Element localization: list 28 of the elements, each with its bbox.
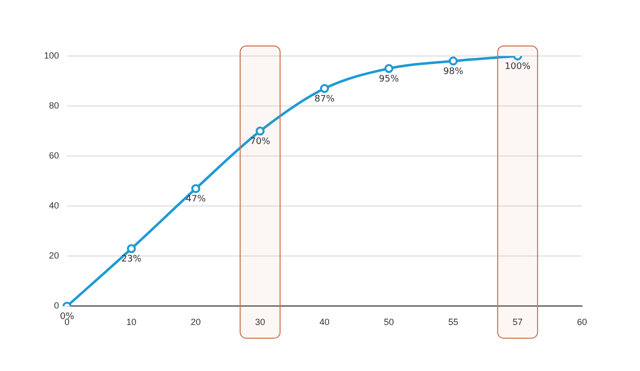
data-label: 70% <box>250 136 271 147</box>
y-tick-label: 100 <box>44 50 60 60</box>
x-tick-label: 20 <box>190 317 201 328</box>
point <box>256 126 265 136</box>
point <box>191 184 200 194</box>
y-tick-label: 20 <box>49 250 60 261</box>
x-tick-label: 50 <box>384 317 394 328</box>
x-tick-label: 30 <box>255 317 266 328</box>
x-tick-label: 55 <box>448 317 458 328</box>
data-label: 47% <box>186 194 206 204</box>
y-tick-label: 0 <box>54 300 60 311</box>
data-label: 23% <box>121 254 142 264</box>
data-label: 98% <box>443 66 464 77</box>
y-tick-label: 60 <box>49 150 60 161</box>
point <box>320 84 330 94</box>
y-tick-label: 80 <box>49 100 60 111</box>
x-tick-label: 57 <box>512 317 523 328</box>
data-label: 95% <box>378 74 400 84</box>
y-tick-label: 40 <box>49 200 60 211</box>
x-tick-label: 60 <box>576 317 588 328</box>
point <box>448 56 458 66</box>
data-label: 87% <box>314 94 335 104</box>
x-tick-label: 10 <box>126 317 136 328</box>
point <box>126 244 136 254</box>
data-label: 100% <box>504 62 531 72</box>
point <box>384 64 394 74</box>
x-tick-label: 0 <box>64 317 70 328</box>
x-tick-label: 40 <box>320 317 330 328</box>
